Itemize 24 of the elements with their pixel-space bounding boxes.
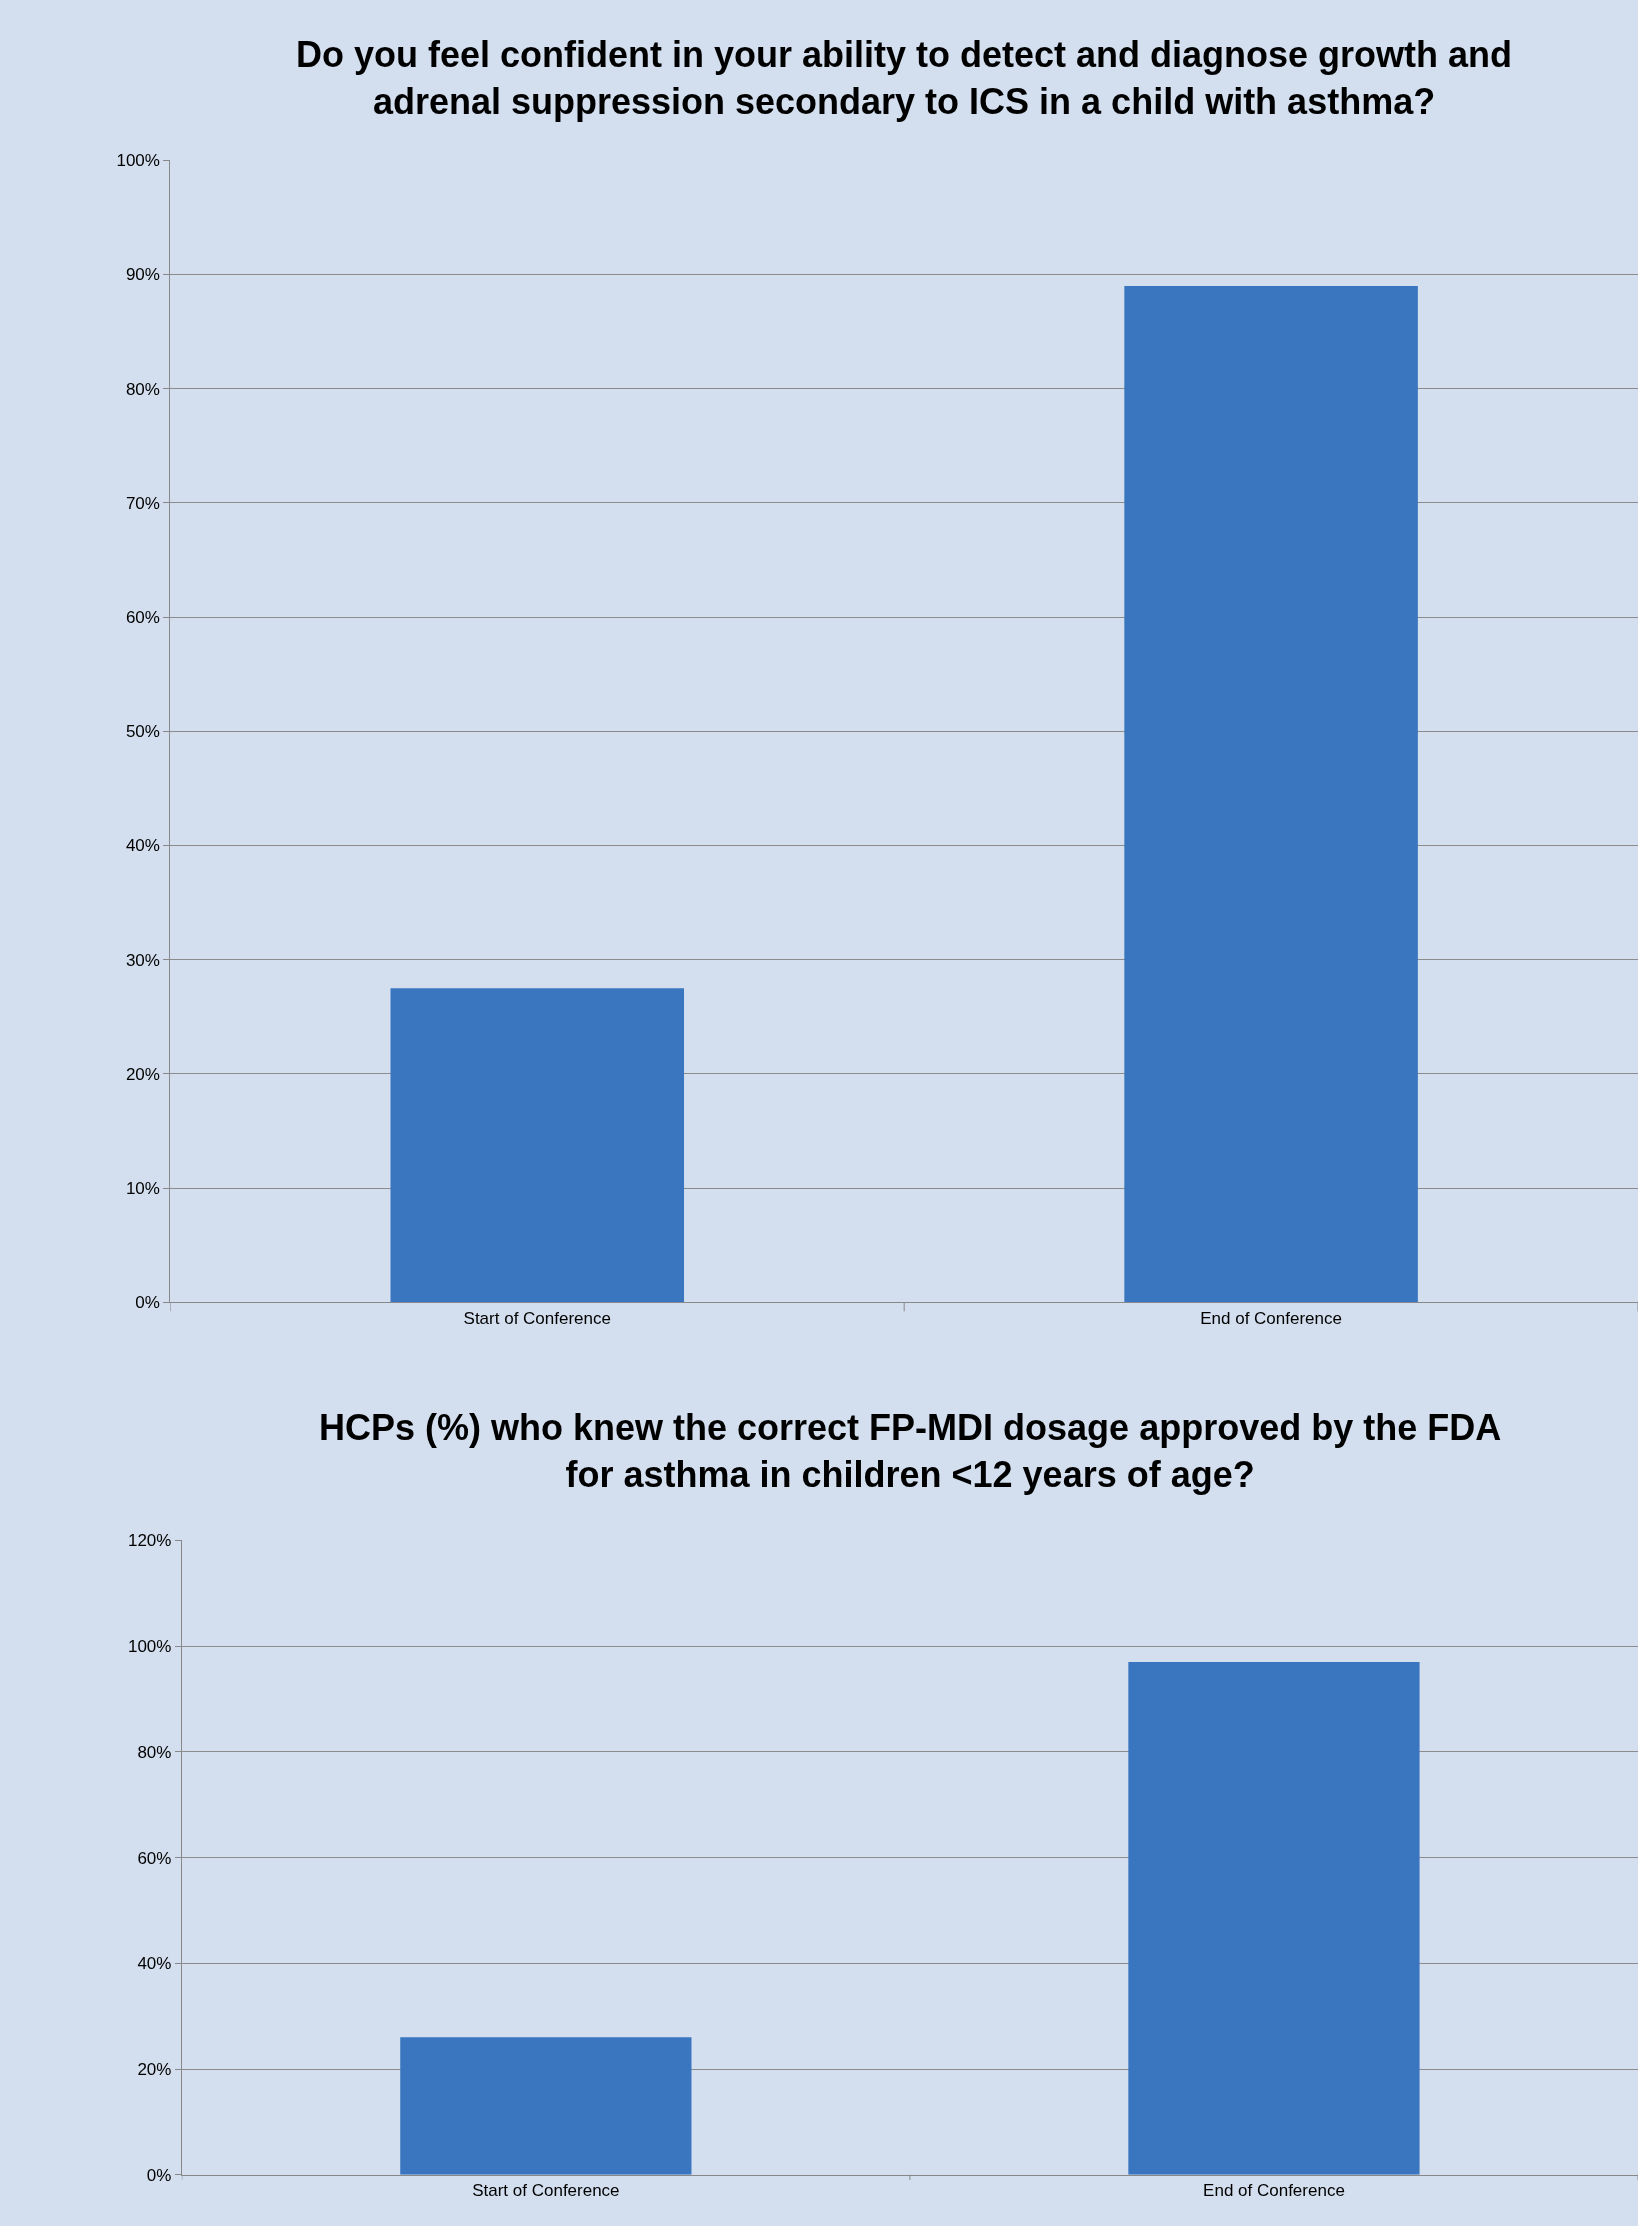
chart-title: HCPs (%) who knew the correct FP-MDI dosage approved by the FDA for asthma in children <12 years of age? — [319, 1407, 1502, 1495]
y-tick-label: 40% — [125, 836, 160, 856]
y-tick-label: 60% — [125, 608, 160, 627]
y-tick-label: 80% — [137, 1742, 172, 1762]
x-tick-label: End of Conference — [1200, 1308, 1342, 1328]
y-tick-label: 50% — [125, 722, 160, 742]
y-tick-label: 80% — [125, 379, 160, 399]
y-tick-label: 40% — [137, 1954, 172, 1974]
x-tick-label: End of Conference — [1203, 2181, 1345, 2201]
y-tick-label: 20% — [137, 2060, 172, 2080]
y-tick-label: 30% — [125, 950, 160, 970]
x-tick-label: Start of Conference — [463, 1308, 611, 1328]
x-tick-label: Start of Conference — [472, 2181, 620, 2201]
y-tick-label: 0% — [146, 2165, 172, 2185]
y-tick-label: 100% — [127, 1637, 172, 1657]
y-tick-label: 100% — [116, 151, 160, 171]
y-tick-label: 90% — [125, 265, 160, 285]
y-tick-label: 20% — [125, 1064, 160, 1084]
y-tick-label: 10% — [125, 1178, 160, 1198]
chart-title: Do you feel confident in your ability to detect and diagnose growth and adrenal suppression secondary to ICS in a child with asthma? — [296, 34, 1513, 122]
y-tick-label: 120% — [127, 1531, 172, 1551]
y-tick-label: 0% — [135, 1293, 160, 1313]
y-tick-label: 60% — [137, 1848, 172, 1868]
y-tick-label: 70% — [125, 493, 160, 513]
